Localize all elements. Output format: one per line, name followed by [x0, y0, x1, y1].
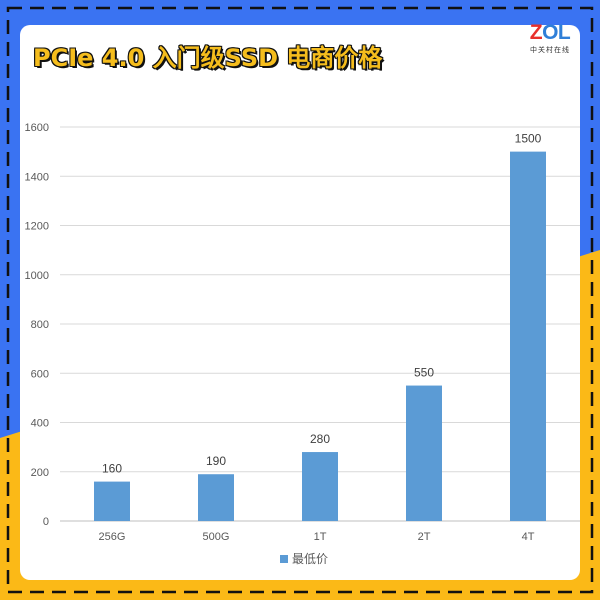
zol-logo-letter-l: L [557, 21, 571, 44]
zol-logo-subtitle: 中关村在线 [530, 46, 570, 54]
y-tick-label: 1000 [25, 270, 49, 282]
data-label: 550 [414, 366, 434, 380]
data-labels: 160 190 280 550 1500 [102, 132, 542, 476]
x-tick-label: 4T [522, 531, 535, 543]
zol-logo-letter-z: Z [529, 21, 543, 44]
x-tick-label: 1T [314, 531, 327, 543]
bar [510, 151, 546, 521]
grid-lines [60, 126, 580, 522]
bars [94, 151, 546, 521]
data-label: 1500 [515, 132, 542, 146]
bar [94, 481, 130, 521]
y-tick-label: 1400 [25, 171, 49, 183]
data-label: 190 [206, 454, 226, 468]
legend: 最低价 [280, 552, 328, 566]
y-axis-tick-labels: 0 200 400 600 800 1000 1200 1400 1600 [25, 122, 49, 528]
y-tick-label: 400 [31, 418, 49, 430]
bar [198, 474, 234, 521]
zol-logo: ZOL 中关村在线 [522, 22, 578, 55]
y-tick-label: 600 [31, 368, 49, 380]
bar [302, 452, 338, 521]
y-tick-label: 1200 [25, 221, 49, 233]
data-label: 280 [310, 432, 330, 446]
y-tick-label: 800 [31, 319, 49, 331]
x-tick-label: 256G [99, 531, 126, 543]
zol-logo-letter-o: O [542, 21, 558, 44]
data-label: 160 [102, 462, 122, 476]
zol-logo-mark: ZOL [522, 22, 578, 44]
legend-swatch [280, 555, 288, 563]
x-axis-tick-labels: 256G 500G 1T 2T 4T [99, 531, 535, 543]
legend-label: 最低价 [292, 552, 328, 566]
x-tick-label: 2T [418, 531, 431, 543]
x-tick-label: 500G [203, 531, 230, 543]
y-tick-label: 0 [43, 516, 49, 528]
y-tick-label: 1600 [25, 122, 49, 134]
y-tick-label: 200 [31, 467, 49, 479]
frame-dashed-border [6, 6, 594, 594]
bar [406, 385, 442, 521]
page-title: PCIe 4.0 入门级SSD 电商价格 [33, 44, 383, 72]
